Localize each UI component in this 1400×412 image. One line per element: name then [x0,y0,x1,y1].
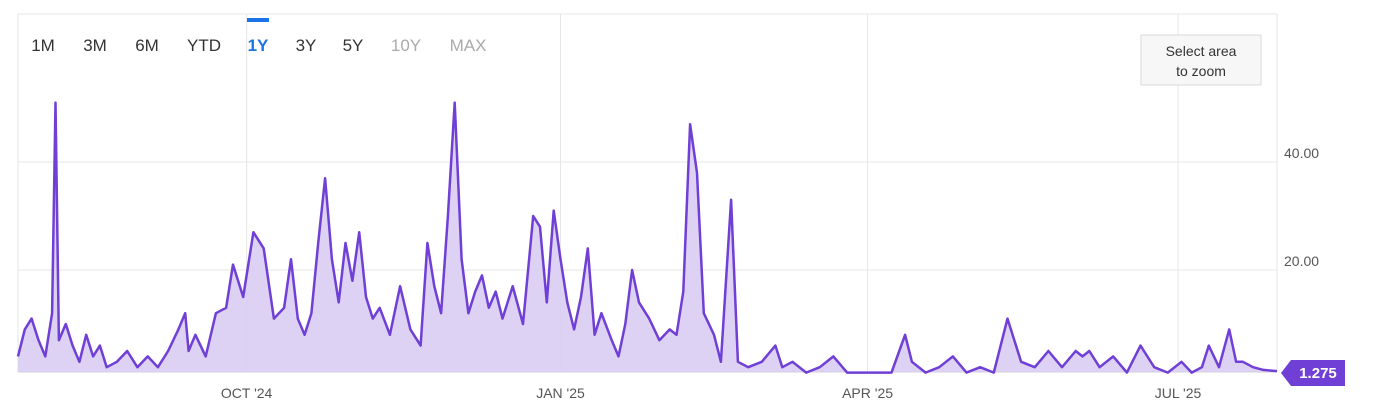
series-line [16,101,1278,374]
range-active-indicator [247,18,269,22]
y-tick-label: 40.00 [1284,145,1319,161]
zoom-hint-box: Select area to zoom [1140,34,1262,86]
y-gridlines [17,13,1278,372]
x-tick-label: APR '25 [842,385,893,401]
last-value-badge-shape [1281,360,1345,386]
x-tick-label: OCT '24 [221,385,273,401]
x-axis-labels: OCT '24 JAN '25 APR '25 JUL '25 [221,385,1202,401]
zoom-hint-line1: Select area [1166,43,1237,59]
y-axis-labels: 20.00 40.00 [1284,145,1319,269]
range-button-6m[interactable]: 6M [135,36,159,55]
y-tick-label: 20.00 [1284,253,1319,269]
range-button-1m[interactable]: 1M [31,36,55,55]
last-value-label: 1.275 [1299,365,1337,382]
range-button-3m[interactable]: 3M [83,36,107,55]
x-tick-label: JUL '25 [1155,385,1202,401]
range-selector: 1M 3M 6M YTD 1Y 3Y 5Y 10Y MAX [31,36,486,55]
range-button-5y[interactable]: 5Y [343,36,364,55]
range-button-ytd[interactable]: YTD [187,36,221,55]
zoom-hint-line2: to zoom [1176,63,1226,79]
x-tick-label: JAN '25 [536,385,585,401]
last-value-badge: 1.275 [1281,360,1345,386]
series-area [18,102,1277,373]
x-gridlines [246,14,1179,372]
range-button-10y: 10Y [391,36,421,55]
range-button-max: MAX [450,36,487,55]
range-button-3y[interactable]: 3Y [296,36,317,55]
range-button-1y[interactable]: 1Y [248,36,269,55]
